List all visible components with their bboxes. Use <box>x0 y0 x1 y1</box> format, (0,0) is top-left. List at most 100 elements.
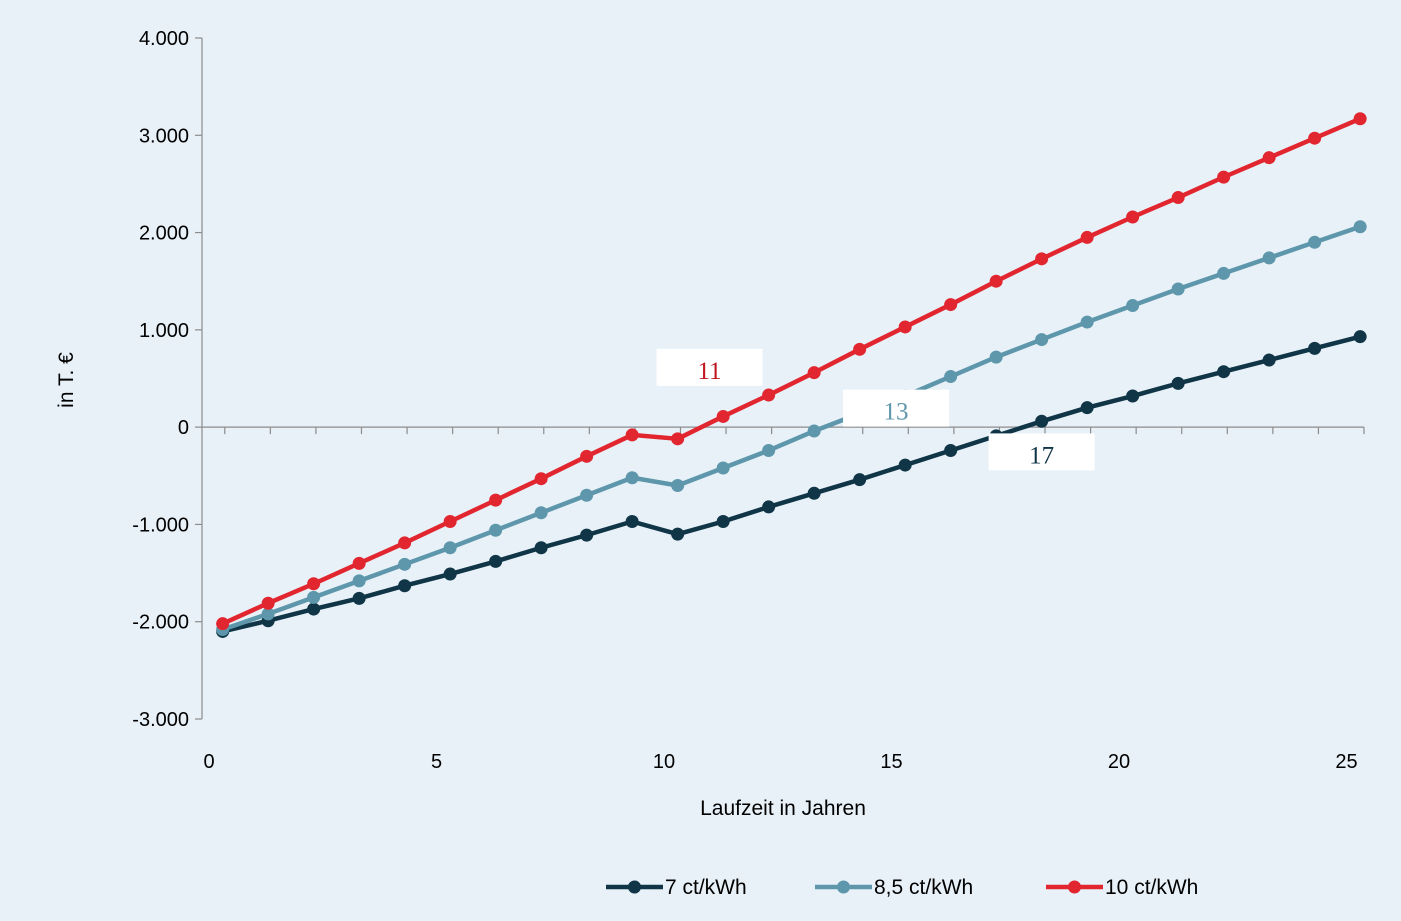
data-point <box>671 479 685 493</box>
data-point <box>989 350 1003 364</box>
y-tick-label: 4.000 <box>139 28 189 50</box>
data-point <box>716 515 730 529</box>
data-point <box>352 556 366 570</box>
series-layer <box>216 112 1367 638</box>
data-point <box>1353 330 1367 344</box>
data-point <box>1126 299 1140 313</box>
data-point <box>1262 353 1276 367</box>
data-point <box>1353 112 1367 126</box>
data-point <box>307 577 321 591</box>
y-tick-label: -1.000 <box>132 514 189 536</box>
data-point <box>1262 251 1276 265</box>
data-point <box>625 428 639 442</box>
data-point <box>261 607 275 621</box>
data-point <box>1171 191 1185 205</box>
y-tick-label: 2.000 <box>139 223 189 245</box>
data-point <box>625 515 639 529</box>
data-point <box>898 458 912 472</box>
data-point <box>1035 252 1049 266</box>
data-point <box>489 523 503 537</box>
data-point <box>1080 230 1094 244</box>
x-tick-label: 25 <box>1335 751 1357 773</box>
y-tick-label: 1.000 <box>139 320 189 342</box>
data-point <box>398 536 412 550</box>
data-point <box>443 541 457 555</box>
data-point <box>443 515 457 529</box>
data-point <box>807 486 821 500</box>
data-point <box>853 473 867 487</box>
series-line <box>221 116 1362 626</box>
data-point <box>534 541 548 555</box>
legend-label: 7 ct/kWh <box>665 876 747 899</box>
x-tick-label: 20 <box>1108 751 1130 773</box>
y-tick-label: 0 <box>178 417 189 439</box>
y-tick-label: -3.000 <box>132 709 189 731</box>
data-point <box>1262 151 1276 165</box>
y-tick-label: 3.000 <box>139 125 189 147</box>
data-point <box>762 500 776 514</box>
data-point <box>944 298 958 312</box>
data-point <box>534 472 548 486</box>
data-point <box>1171 282 1185 296</box>
data-point <box>807 424 821 438</box>
data-point <box>398 557 412 571</box>
data-point <box>307 590 321 604</box>
data-point <box>944 443 958 457</box>
data-point <box>762 443 776 457</box>
data-point <box>1126 210 1140 224</box>
data-point <box>898 320 912 334</box>
series-line <box>222 334 1361 634</box>
annotation-box <box>656 348 763 386</box>
legend-swatch-marker <box>1068 880 1081 894</box>
legend-item: 8,5 ct/kWh <box>815 876 973 899</box>
data-point <box>1171 376 1185 390</box>
x-axis-title: Laufzeit in Jahren <box>700 797 866 820</box>
data-point <box>443 567 457 581</box>
data-point <box>1080 315 1094 329</box>
annotation-label: 17 <box>988 433 1095 471</box>
series-line <box>221 224 1361 632</box>
y-axis-title: in T. € <box>55 352 78 408</box>
annotation-text: 11 <box>697 358 721 385</box>
legend-label: 10 ct/kWh <box>1105 876 1198 899</box>
legend-swatch-marker <box>837 880 850 894</box>
data-point <box>489 493 503 507</box>
data-point <box>762 388 776 402</box>
data-point <box>352 574 366 588</box>
axes: -3.000 -2.000 -1.000 0 1.000 2.000 3.000 4.000 0… <box>132 28 1365 773</box>
x-tick-label: 0 <box>203 751 214 773</box>
x-tick-label: 10 <box>653 751 675 773</box>
data-point <box>1080 401 1094 415</box>
legend-item: 7 ct/kWh <box>606 876 747 899</box>
data-point <box>1308 131 1322 145</box>
data-point <box>580 528 594 542</box>
data-point <box>716 461 730 475</box>
x-tick-label: 15 <box>880 751 902 773</box>
data-point <box>1308 341 1322 355</box>
data-point <box>580 488 594 502</box>
data-point <box>307 602 321 616</box>
annotation-box <box>843 389 950 427</box>
data-point <box>807 366 821 380</box>
series-3 <box>216 112 1367 631</box>
legend: 7 ct/kWh 8,5 ct/kWh 10 ct/kWh <box>606 876 1198 899</box>
data-point <box>944 370 958 384</box>
series-1 <box>216 330 1367 638</box>
data-point <box>853 342 867 356</box>
data-point <box>671 432 685 446</box>
legend-label: 8,5 ct/kWh <box>874 876 973 899</box>
data-point <box>625 471 639 485</box>
legend-swatch-marker <box>628 880 641 894</box>
data-point <box>1308 235 1322 249</box>
data-point <box>989 274 1003 288</box>
annotation-text: 17 <box>1029 442 1054 469</box>
data-point <box>1126 389 1140 403</box>
data-point <box>1217 266 1231 280</box>
data-point <box>716 409 730 423</box>
data-point <box>489 554 503 568</box>
data-point <box>671 527 685 541</box>
data-point <box>398 579 412 593</box>
data-point <box>1035 333 1049 347</box>
